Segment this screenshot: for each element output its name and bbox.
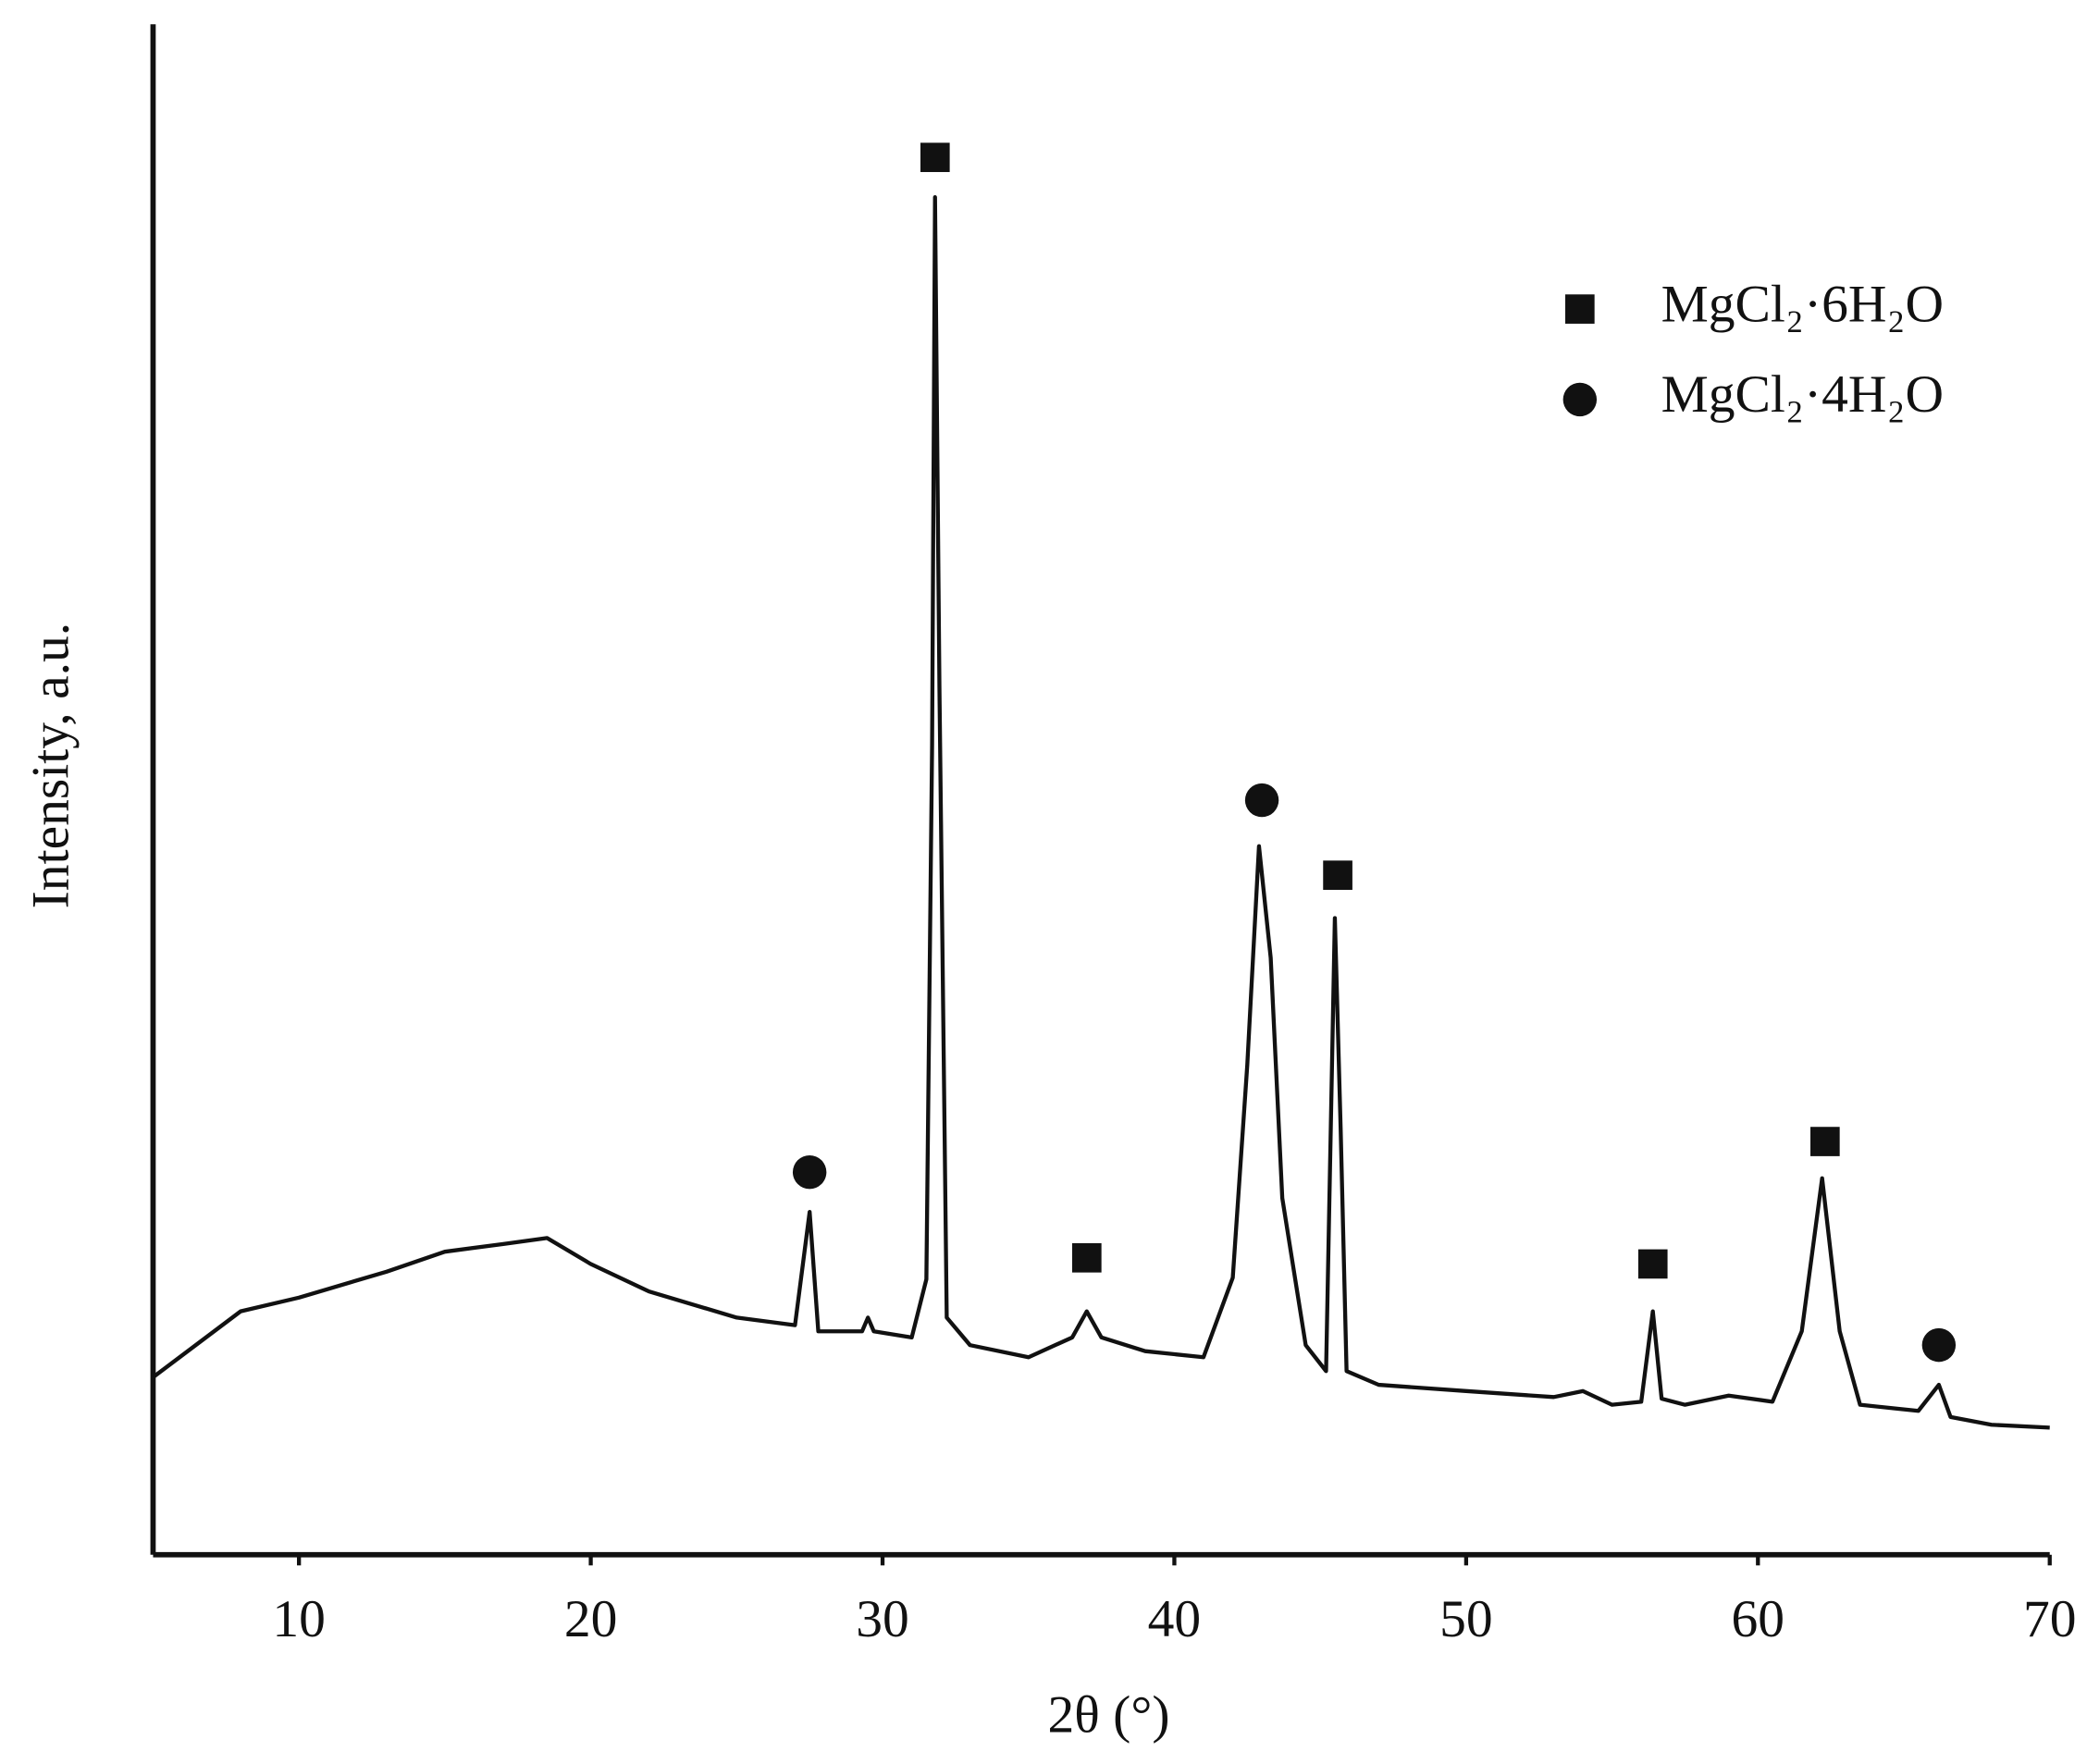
legend-marker <box>1565 294 1595 324</box>
x-tick-label: 70 <box>2023 1590 2077 1648</box>
xrd-pattern <box>152 194 2050 1430</box>
peak-marker <box>1323 860 1352 890</box>
x-tick-label: 30 <box>856 1590 909 1648</box>
x-axis-title: 2θ (°) <box>1047 1685 1169 1744</box>
peak-marker <box>1810 1127 1840 1156</box>
peak-marker <box>792 1154 827 1190</box>
x-tick-label: 60 <box>1732 1590 1785 1648</box>
x-tick-label: 40 <box>1148 1590 1202 1648</box>
peak-marker <box>1637 1249 1668 1279</box>
legend-label: MgCl₂·4H₂O <box>1661 365 1945 424</box>
y-axis-title: Intensity, a.u. <box>22 623 80 909</box>
peak-marker <box>1921 1327 1957 1363</box>
x-tick-label: 10 <box>272 1590 326 1648</box>
peak-marker <box>920 142 950 172</box>
peak-marker <box>1071 1242 1102 1273</box>
peak-marker <box>1244 783 1279 818</box>
legend-label: MgCl₂·6H₂O <box>1661 275 1945 333</box>
legend-marker <box>1562 382 1598 417</box>
x-tick-label: 50 <box>1439 1590 1493 1648</box>
x-tick-label: 20 <box>564 1590 618 1648</box>
